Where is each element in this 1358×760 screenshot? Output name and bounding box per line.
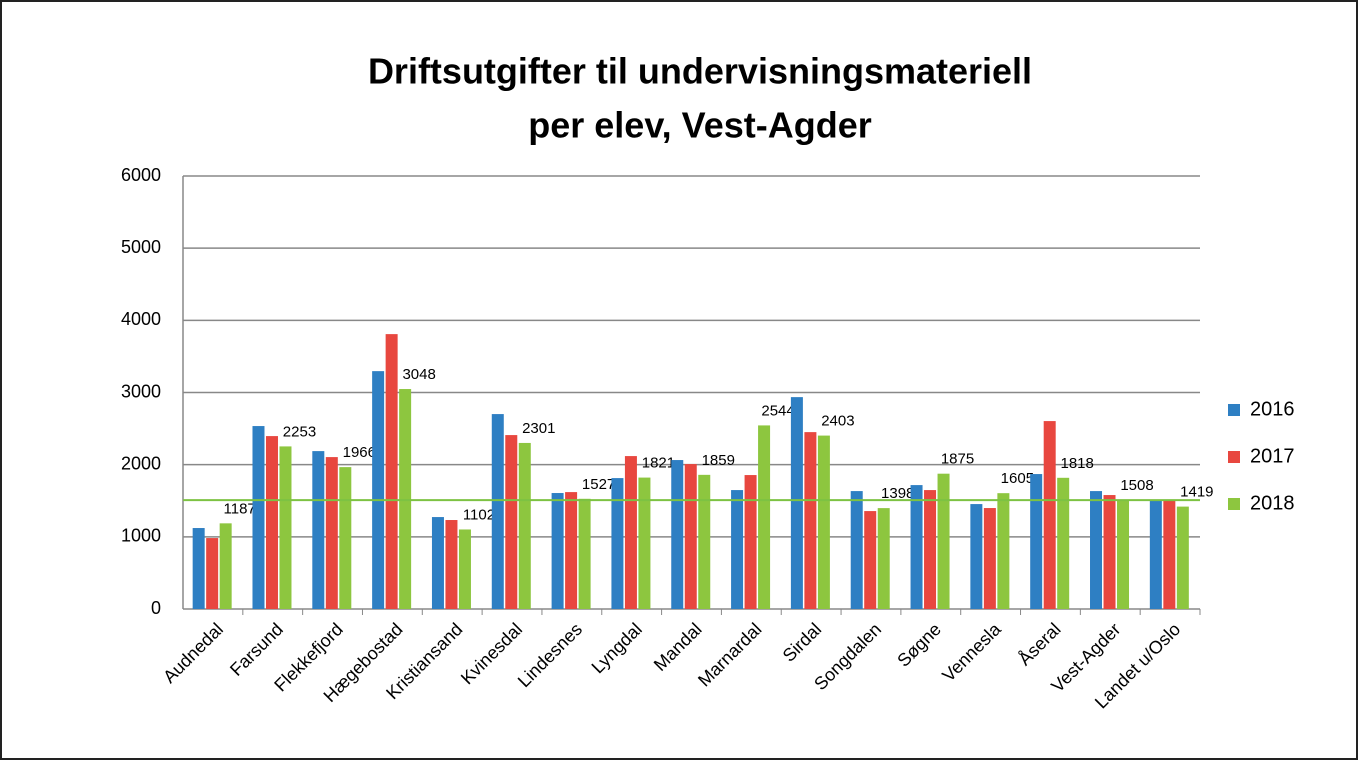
bar (1176, 506, 1189, 609)
y-tick-label: 0 (151, 598, 161, 618)
bar (1117, 500, 1130, 609)
data-label: 1875 (941, 451, 974, 468)
data-label: 2403 (821, 413, 854, 430)
y-tick-label: 3000 (121, 381, 161, 401)
bar (399, 389, 412, 609)
bar (638, 477, 651, 609)
bar (505, 435, 518, 609)
bar (850, 491, 863, 609)
bar (731, 490, 744, 609)
bar (431, 517, 444, 609)
bar (804, 432, 817, 609)
bar (1163, 500, 1176, 609)
bar (624, 456, 637, 609)
legend-label: 2018 (1250, 492, 1295, 514)
bar (864, 511, 877, 609)
bar (684, 464, 697, 609)
data-label: 2301 (522, 420, 555, 437)
data-label: 1527 (582, 476, 615, 493)
bar (565, 492, 578, 609)
bar (578, 498, 591, 609)
y-tick-label: 4000 (121, 309, 161, 329)
legend-swatch (1228, 404, 1240, 416)
bar (758, 425, 771, 609)
data-label: 3048 (402, 366, 435, 383)
bar (1103, 495, 1116, 609)
data-label: 2544 (761, 402, 794, 419)
bar (1043, 421, 1056, 609)
bar (458, 529, 471, 609)
data-label: 1859 (702, 452, 735, 469)
chart-title: per elev, Vest-Agder (528, 105, 871, 146)
bar (671, 460, 684, 609)
bar (910, 485, 923, 609)
bar (970, 504, 983, 609)
data-label: 1508 (1120, 477, 1153, 494)
bar (790, 397, 803, 609)
bar (372, 371, 385, 609)
legend-swatch (1228, 451, 1240, 463)
data-label: 1187 (224, 500, 256, 517)
y-tick-label: 2000 (121, 453, 161, 473)
data-label: 1818 (1061, 455, 1094, 472)
bar (445, 520, 458, 609)
bar (325, 457, 338, 609)
bar (385, 334, 398, 609)
bar (817, 435, 830, 609)
bar (1057, 477, 1070, 609)
chart-title: Driftsutgifter til undervisningsmateriel… (368, 51, 1032, 92)
bar (312, 451, 325, 609)
legend-label: 2016 (1250, 398, 1295, 420)
legend-label: 2017 (1250, 445, 1295, 467)
bar (1090, 491, 1103, 609)
bar (279, 446, 292, 609)
bar (937, 473, 950, 609)
bar (252, 426, 265, 609)
y-tick-label: 5000 (121, 237, 161, 257)
bar (997, 493, 1010, 609)
bar (744, 475, 757, 609)
bar (491, 414, 504, 609)
bar (518, 442, 531, 609)
bar (877, 508, 890, 609)
data-label: 2253 (283, 423, 316, 440)
legend-swatch (1228, 498, 1240, 510)
bar (339, 467, 352, 609)
y-tick-label: 1000 (121, 526, 161, 546)
bar (698, 474, 711, 609)
data-label: 1966 (343, 444, 376, 461)
bar (265, 436, 278, 609)
bar (206, 538, 219, 609)
bar (1030, 474, 1043, 609)
y-tick-label: 6000 (121, 165, 161, 185)
bar (983, 508, 996, 609)
data-label: 1102 (463, 506, 495, 523)
data-label: 1398 (881, 485, 914, 502)
data-label: 1605 (1001, 470, 1034, 487)
bar (551, 493, 564, 609)
bar (219, 523, 232, 609)
bar (192, 528, 205, 609)
bar (924, 490, 937, 609)
data-label: 1821 (642, 455, 675, 472)
bar (611, 478, 624, 609)
bar (1149, 500, 1162, 609)
data-label: 1419 (1180, 484, 1213, 501)
